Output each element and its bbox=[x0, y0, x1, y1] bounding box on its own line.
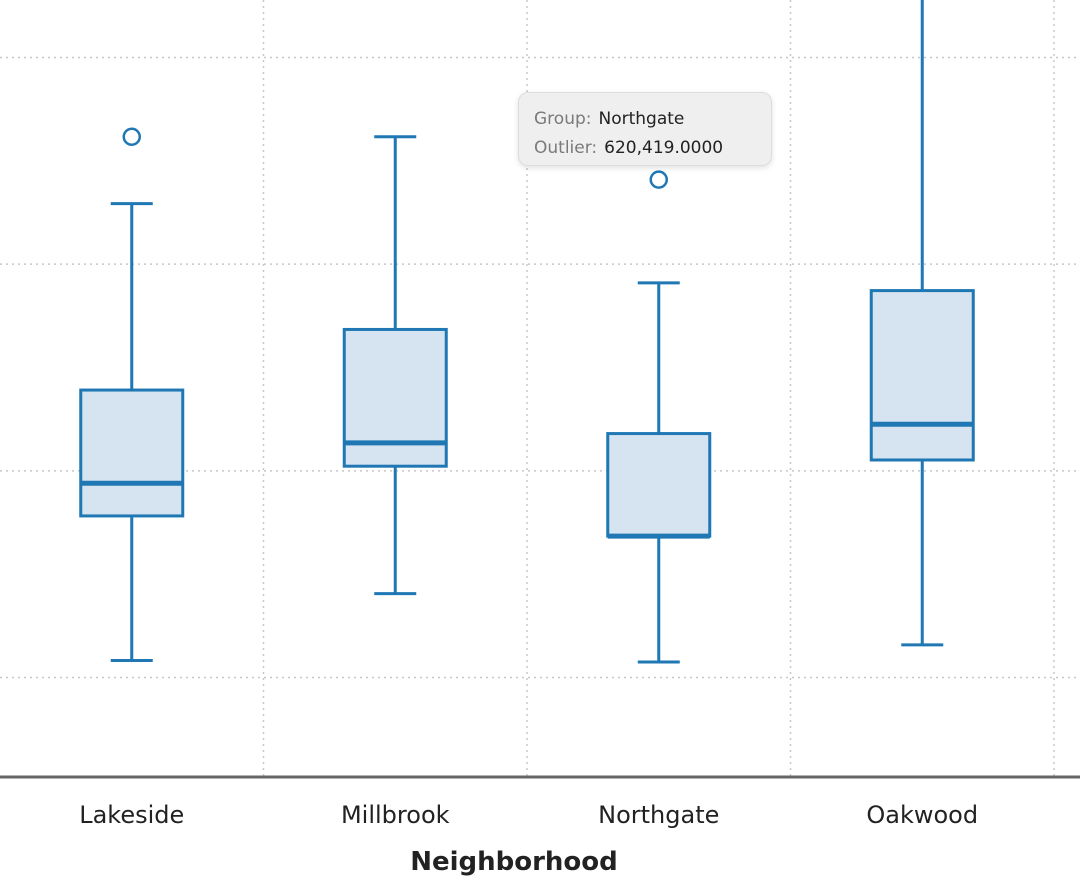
box-oakwood bbox=[869, 289, 975, 462]
x-tick-label-lakeside: Lakeside bbox=[79, 801, 184, 829]
outlier-tooltip: Group: Northgate Outlier: 620,419.0000 bbox=[518, 92, 772, 166]
tooltip-outlier-value: 620,419.0000 bbox=[604, 138, 724, 158]
x-axis-title: Neighborhood bbox=[410, 847, 618, 877]
box-millbrook bbox=[342, 327, 448, 468]
box-northgate bbox=[606, 432, 712, 538]
tooltip-group-value: Northgate bbox=[598, 109, 685, 129]
x-tick-label-oakwood: Oakwood bbox=[866, 801, 978, 829]
tooltip-group-row: Group: Northgate bbox=[534, 105, 771, 134]
x-tick-label-millbrook: Millbrook bbox=[341, 801, 450, 829]
tooltip-outlier-row: Outlier: 620,419.0000 bbox=[534, 134, 771, 163]
outlier-point-northgate-0 bbox=[649, 170, 668, 189]
x-tick-label-northgate: Northgate bbox=[598, 801, 719, 829]
outlier-point-lakeside-0 bbox=[122, 127, 141, 147]
tooltip-group-label: Group: bbox=[534, 109, 592, 129]
box-lakeside bbox=[79, 388, 185, 518]
tooltip-outlier-label: Outlier: bbox=[534, 138, 598, 158]
